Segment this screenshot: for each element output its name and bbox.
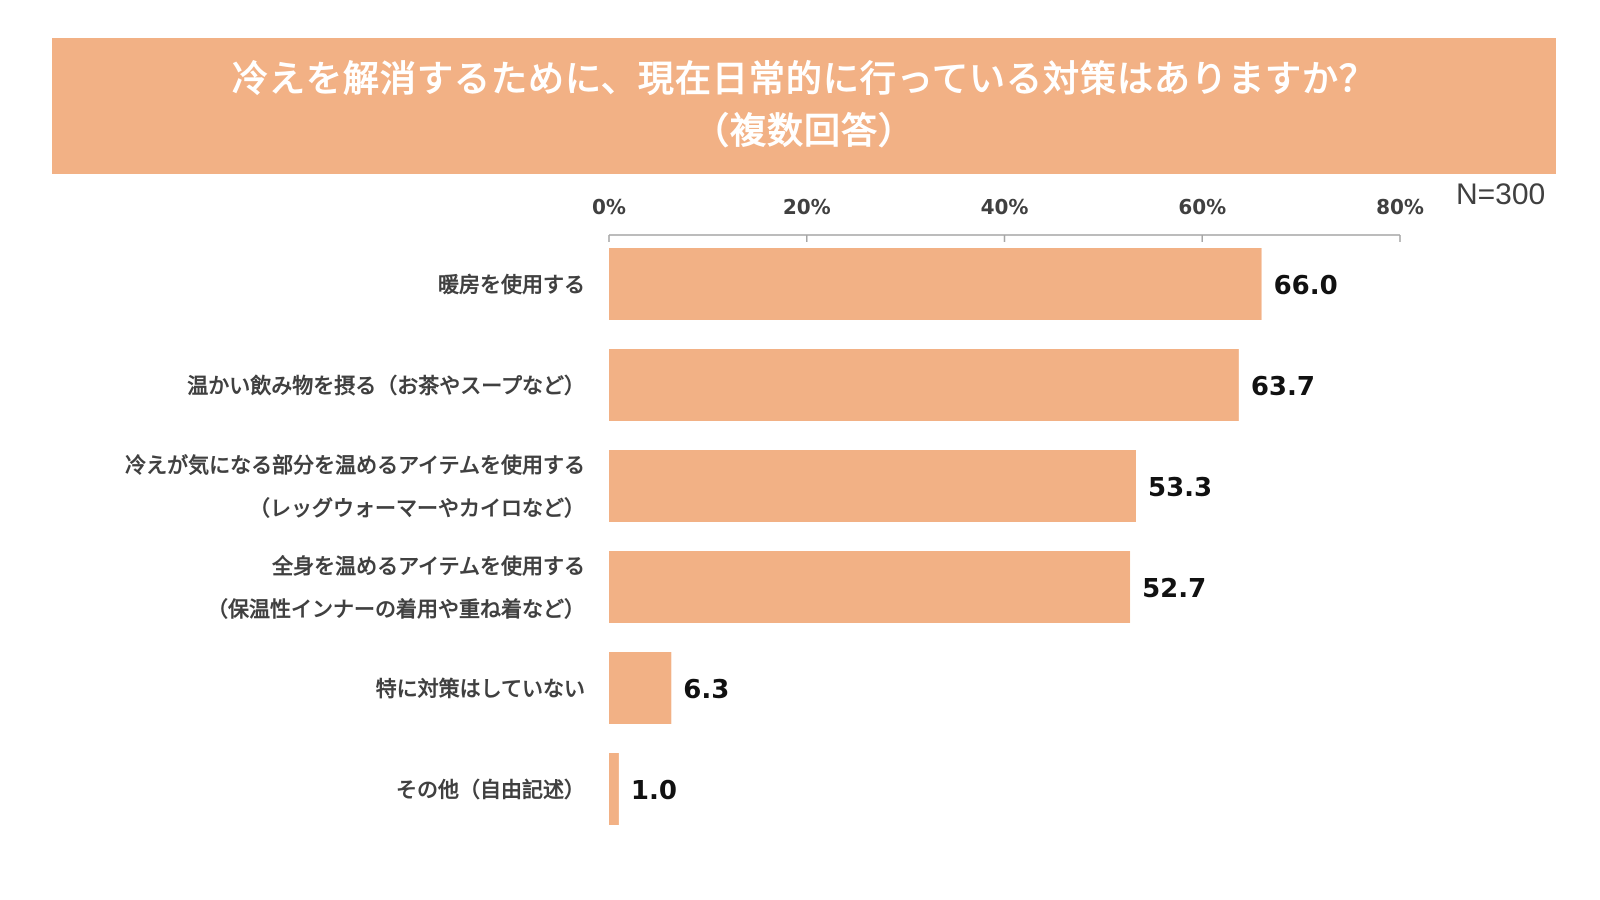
bar [609, 753, 619, 825]
x-tick-label: 40% [981, 195, 1029, 219]
bar [609, 551, 1131, 623]
category-label: 全身を温めるアイテムを使用する [271, 555, 585, 579]
data-label: 63.7 [1251, 372, 1315, 402]
sample-size-label: N=300 [1456, 178, 1546, 211]
category-label: 冷えが気になる部分を温めるアイテムを使用する [125, 454, 585, 478]
category-label: （保温性インナーの着用や重ね着など） [207, 598, 585, 622]
chart-title-line2: （複数回答） [692, 111, 915, 152]
bar [609, 349, 1239, 421]
data-label: 52.7 [1142, 574, 1206, 604]
x-tick-label: 80% [1376, 195, 1424, 219]
category-label: （レッグウォーマーやカイロなど） [249, 497, 585, 521]
data-label: 6.3 [683, 675, 729, 705]
bar [609, 248, 1262, 320]
category-label: 特に対策はしていない [376, 677, 585, 701]
data-label: 1.0 [631, 776, 677, 806]
category-label: 暖房を使用する [438, 273, 585, 297]
x-tick-label: 60% [1178, 195, 1226, 219]
chart-title-line1: 冷えを解消するために、現在日常的に行っている対策はありますか？ [231, 59, 1377, 100]
title-banner: 冷えを解消するために、現在日常的に行っている対策はありますか？ （複数回答） [52, 38, 1556, 174]
data-label: 53.3 [1148, 473, 1212, 503]
x-tick-label: 0% [592, 195, 626, 219]
bar [609, 652, 672, 724]
category-label: 温かい飲み物を摂る（お茶やスープなど） [187, 374, 585, 398]
category-label: その他（自由記述） [396, 778, 585, 802]
x-tick-label: 20% [783, 195, 831, 219]
bar [609, 450, 1137, 522]
data-label: 66.0 [1274, 271, 1338, 301]
